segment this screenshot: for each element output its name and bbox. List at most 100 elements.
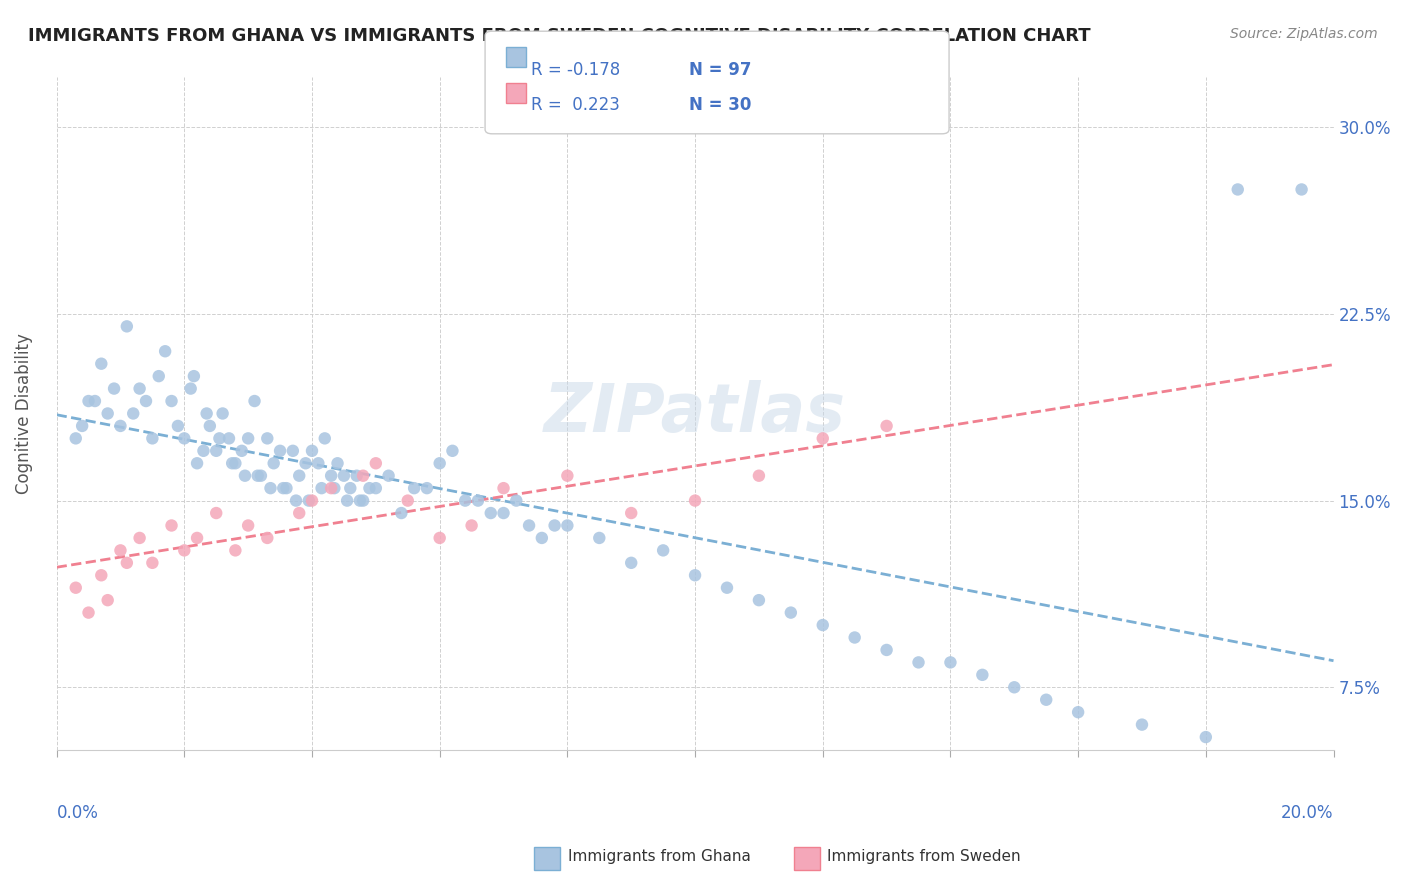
Point [271,481,294,495]
Point [269,443,291,458]
Point [377,468,399,483]
Point [110,543,132,558]
Point [349,493,371,508]
Point [211,407,233,421]
Point [311,481,333,495]
Point [748,593,770,607]
Point [294,456,316,470]
Point [246,468,269,483]
Point [205,506,228,520]
Point [141,556,163,570]
Point [811,618,834,632]
Point [683,493,706,508]
Point [492,506,515,520]
Point [281,443,304,458]
Point [505,493,527,508]
Point [135,394,157,409]
Point [141,431,163,445]
Point [110,418,132,433]
Point [128,382,150,396]
Point [404,481,426,495]
Point [193,443,215,458]
Point [321,481,343,495]
Point [148,369,170,384]
Point [115,556,138,570]
Point [876,643,898,657]
Point [298,493,321,508]
Point [122,407,145,421]
Point [301,443,323,458]
Point [588,531,610,545]
Point [333,468,356,483]
Point [352,493,374,508]
Point [276,481,298,495]
Point [198,418,221,433]
Point [1130,717,1153,731]
Point [153,344,176,359]
Point [479,506,502,520]
Text: Immigrants from Ghana: Immigrants from Ghana [568,849,751,864]
Point [876,418,898,433]
Point [364,481,387,495]
Point [939,656,962,670]
Text: R =  0.223: R = 0.223 [531,96,620,114]
Point [301,493,323,508]
Y-axis label: Cognitive Disability: Cognitive Disability [15,333,32,494]
Point [231,443,253,458]
Point [748,468,770,483]
Point [128,531,150,545]
Text: R = -0.178: R = -0.178 [531,61,620,78]
Point [492,481,515,495]
Point [652,543,675,558]
Point [259,481,281,495]
Point [186,531,208,545]
Point [517,518,540,533]
Point [441,443,464,458]
Point [620,506,643,520]
Text: Immigrants from Sweden: Immigrants from Sweden [827,849,1021,864]
Text: N = 97: N = 97 [689,61,751,78]
Point [233,468,256,483]
Point [70,418,93,433]
Text: IMMIGRANTS FROM GHANA VS IMMIGRANTS FROM SWEDEN COGNITIVE DISABILITY CORRELATION: IMMIGRANTS FROM GHANA VS IMMIGRANTS FROM… [28,27,1091,45]
Text: ZIPatlas: ZIPatlas [544,381,846,447]
Point [429,531,451,545]
Point [97,593,120,607]
Point [1067,705,1090,719]
Point [364,456,387,470]
Point [205,443,228,458]
Point [218,431,240,445]
Point [543,518,565,533]
Point [326,456,349,470]
Point [65,431,87,445]
Point [180,382,202,396]
Point [243,394,266,409]
Point [224,543,246,558]
Point [77,606,100,620]
Text: Source: ZipAtlas.com: Source: ZipAtlas.com [1230,27,1378,41]
Point [1226,182,1249,196]
Point [389,506,412,520]
Point [103,382,125,396]
Point [811,431,834,445]
Point [716,581,738,595]
Point [1035,692,1057,706]
Point [77,394,100,409]
Point [454,493,477,508]
Point [173,543,195,558]
Point [115,319,138,334]
Point [907,656,929,670]
Point [779,606,801,620]
Point [467,493,489,508]
Point [90,568,112,582]
Point [352,468,374,483]
Point [359,481,381,495]
Point [263,456,285,470]
Point [256,431,278,445]
Point [90,357,112,371]
Text: 20.0%: 20.0% [1281,805,1333,822]
Point [224,456,246,470]
Point [844,631,866,645]
Point [307,456,329,470]
Point [250,468,273,483]
